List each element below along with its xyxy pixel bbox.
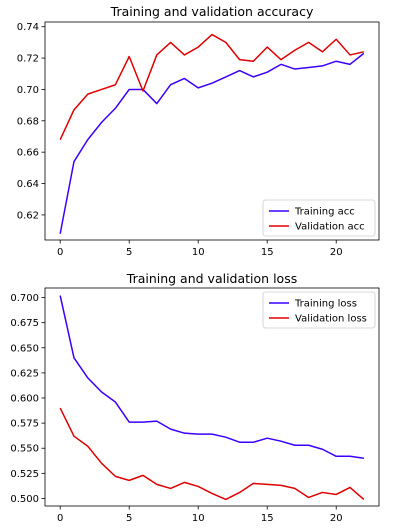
loss-series-line-training — [59, 295, 364, 460]
accuracy-y-tick-label: 0.74 — [17, 22, 39, 33]
accuracy-legend-label-training: Training acc — [294, 207, 355, 218]
accuracy-axes-frame — [44, 21, 380, 241]
loss-x-tick-label: 5 — [126, 513, 132, 524]
accuracy-y-tick-label: 0.68 — [17, 116, 39, 127]
accuracy-legend: Training acc Validation acc — [262, 199, 376, 237]
loss-plot-area: 0 5 10 15 20 0.500 0.525 0.550 0.575 0.600 0.625 0.… — [10, 287, 380, 524]
loss-x-tick-label: 20 — [330, 513, 343, 524]
accuracy-y-tick-label: 0.62 — [17, 210, 39, 221]
accuracy-legend-label-validation: Validation acc — [295, 222, 365, 233]
accuracy-x-tick-label: 5 — [126, 247, 132, 258]
loss-axes-frame — [44, 287, 380, 507]
loss-y-tick-label: 0.525 — [10, 469, 39, 480]
accuracy-x-tick-label: 15 — [261, 247, 274, 258]
loss-chart-title: Training and validation loss — [126, 271, 297, 286]
accuracy-plot-area: 0 5 10 15 20 0.62 0.64 0.66 0.68 0.70 0.72 0.74 — [17, 21, 380, 258]
loss-y-tick-label: 0.500 — [10, 494, 39, 505]
loss-y-tick-label: 0.675 — [10, 318, 39, 329]
loss-y-tick-label: 0.625 — [10, 368, 39, 379]
loss-x-tick-label: 10 — [192, 513, 205, 524]
loss-y-tick-label: 0.600 — [10, 394, 39, 405]
accuracy-x-tick-label: 20 — [330, 247, 343, 258]
accuracy-series-line-validation — [59, 33, 364, 140]
loss-x-tick-label: 0 — [57, 513, 63, 524]
loss-series-line-validation — [59, 407, 365, 501]
accuracy-chart: Training and validation accuracy 0 5 10 15 2… — [17, 4, 380, 258]
loss-legend-label-training: Training loss — [294, 299, 357, 310]
accuracy-series-line-training — [59, 52, 365, 234]
accuracy-legend-box — [262, 199, 376, 237]
loss-legend-label-validation: Validation loss — [295, 314, 367, 325]
accuracy-y-tick-label: 0.64 — [17, 179, 39, 190]
accuracy-y-tick-label: 0.66 — [17, 148, 39, 159]
loss-legend: Training loss Validation loss — [262, 291, 376, 329]
accuracy-x-tick-label: 0 — [57, 247, 63, 258]
loss-legend-box — [262, 291, 376, 329]
loss-chart: Training and validation loss 0 5 10 15 20 0.5… — [10, 271, 380, 524]
loss-y-tick-label: 0.575 — [10, 419, 39, 430]
loss-y-tick-label: 0.700 — [10, 293, 39, 304]
accuracy-y-tick-label: 0.70 — [17, 85, 39, 96]
accuracy-x-tick-label: 10 — [192, 247, 205, 258]
accuracy-chart-title: Training and validation accuracy — [110, 4, 314, 19]
loss-y-tick-label: 0.550 — [10, 444, 39, 455]
accuracy-y-tick-label: 0.72 — [17, 54, 39, 65]
loss-x-tick-label: 15 — [261, 513, 274, 524]
loss-y-tick-label: 0.650 — [10, 343, 39, 354]
